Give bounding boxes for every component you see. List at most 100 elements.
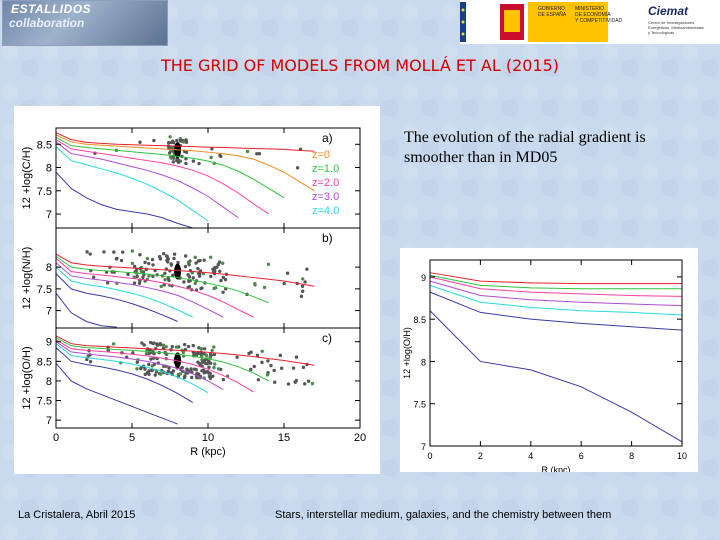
panel-oh-series-z20 — [55, 339, 254, 393]
panel-right-xtick-label: 0 — [427, 451, 432, 461]
panel-nh-obs-point — [169, 262, 173, 266]
panel-ch-series-z0 — [55, 132, 315, 152]
panel-nh-obs-point — [145, 256, 150, 261]
panel-right-ytick-label: 9 — [421, 273, 426, 283]
panel-nh-obs-point — [301, 277, 305, 281]
panel-nh-series-z60 — [55, 292, 117, 328]
panel-ch-obs-point — [184, 161, 188, 166]
gov-line2: DE ESPAÑA — [538, 12, 567, 18]
panel-nh-obs-point — [299, 294, 304, 299]
panel-nh-series-z20 — [55, 258, 254, 318]
panel-ch-series-z50 — [55, 171, 193, 229]
panel-right-series-z30 — [429, 280, 683, 307]
panel-nh-obs-point — [285, 271, 290, 275]
panel-oh-obs-point — [310, 381, 315, 386]
panel-nh-obs-point — [135, 274, 139, 279]
panel-nh-obs-point — [187, 285, 192, 289]
panel-ch-series-z40 — [55, 146, 209, 222]
panel-ch-legend-item: z=1.0 — [312, 163, 339, 175]
panel-right-xtick-label: 4 — [528, 451, 533, 461]
panel-nh-obs-point — [147, 261, 151, 266]
panel-nh-obs-point — [219, 278, 223, 283]
panel-oh-obs-point — [286, 382, 291, 386]
panel-nh-ytick-label: 7 — [46, 306, 52, 318]
panel-nh-obs-point — [161, 251, 166, 256]
panel-oh-obs-point — [196, 372, 201, 376]
panel-nh-obs-point — [218, 269, 222, 273]
panel-nh-obs-point — [221, 290, 225, 294]
panel-oh-obs-point — [111, 342, 116, 346]
panel-nh-obs-point — [102, 250, 106, 254]
logo-line1: ESTALLIDOS — [11, 2, 92, 16]
panel-nh-obs-point — [221, 275, 225, 280]
min-line3: Y COMPETITIVIDAD — [575, 18, 623, 24]
panel-oh-obs-point — [190, 375, 194, 380]
panel-nh-solar-marker — [174, 263, 182, 280]
panel-ch-obs-point — [176, 158, 181, 162]
panel-ch-obs-point — [295, 166, 300, 170]
panel-oh-obs-point — [199, 352, 203, 356]
ciemat-sub-3: y Tecnológicas — [648, 30, 675, 35]
panel-ch-obs-point — [181, 140, 186, 144]
panel-nh-obs-point — [209, 274, 213, 279]
panel-oh-obs-point — [140, 341, 144, 345]
panel-nh-series-z50 — [55, 273, 178, 322]
panel-oh-obs-point — [205, 362, 209, 366]
panel-right-series-z60 — [429, 310, 683, 443]
oh-gradient-chart: 9 8.5 8 7.5 7 0 2 4 6 8 10 12 +log(O/H) R (kpc) — [400, 248, 698, 475]
panel-ch-obs-point — [184, 138, 188, 142]
panel-nh-series-z0 — [55, 253, 315, 287]
panel-oh-obs-point — [301, 365, 306, 370]
panel-oh-xlabel: R (kpc) — [190, 446, 225, 458]
panel-nh-obs-point — [130, 249, 135, 253]
panel-oh-obs-point — [235, 355, 239, 359]
panel-right-xtick-label: 10 — [677, 451, 687, 461]
panel-oh-obs-point — [171, 369, 176, 373]
ministry-text-2: MINISTERIO DE ECONOMÍA Y COMPETITIVIDAD — [575, 6, 622, 24]
panel-nh-frame — [55, 227, 361, 329]
panel-oh-xtick-label: 20 — [354, 432, 366, 444]
panel-nh-obs-point — [301, 289, 305, 293]
panel-nh-series-z40 — [55, 266, 194, 318]
panel-oh-ytick-label: 9 — [46, 337, 52, 349]
footer-conference-title: Stars, interstellar medium, galaxies, an… — [275, 509, 612, 521]
panel-oh-obs-point — [273, 380, 277, 384]
panel-oh-obs-point — [185, 368, 190, 372]
panel-oh-obs-point — [294, 355, 299, 359]
panel-oh-obs-point — [202, 347, 207, 351]
ministry-ciemat-logos: GOBIERNO DE ESPAÑA MINISTERIO DE ECONOMÍ… — [460, 0, 720, 44]
panel-ch-ytick-label: 7 — [46, 209, 52, 221]
panel-nh-obs-point — [188, 269, 193, 273]
panel-ch-legend-item: z=3.0 — [312, 191, 339, 203]
panel-right-xtick-label: 2 — [478, 451, 483, 461]
ciemat-sub-1: Centro de Investigaciones — [648, 20, 695, 25]
panel-nh-ytick-label: 7.5 — [37, 284, 52, 296]
footer-location-date: La Cristalera, Abril 2015 — [18, 509, 136, 521]
panel-oh-obs-point — [142, 343, 146, 347]
estallidos-logo: ESTALLIDOS collaboration — [2, 0, 168, 46]
panel-ch-series-z10 — [55, 136, 285, 199]
panel-oh-series-z50 — [55, 347, 194, 403]
panel-oh-obs-point — [212, 365, 216, 370]
panel-oh-obs-point — [150, 368, 154, 373]
panel-ch-series-z30 — [55, 141, 239, 219]
panel-oh-ytick-label: 7.5 — [37, 396, 52, 408]
panel-oh-series-z60 — [55, 362, 178, 425]
panel-nh-ylabel: 12 +log(N/H) — [21, 247, 33, 310]
panel-oh-obs-point — [208, 352, 213, 356]
panel-nh-obs-point — [197, 274, 202, 278]
panel-oh-obs-point — [145, 370, 150, 375]
panel-oh-obs-point — [212, 345, 216, 349]
panel-oh-obs-point — [249, 350, 253, 354]
panel-nh-obs-point — [182, 280, 186, 284]
panel-nh-obs-point — [126, 272, 130, 277]
panel-oh-obs-point — [170, 344, 174, 349]
panel-right-ytick-label: 7 — [421, 442, 426, 452]
panel-ch-obs-point — [191, 159, 196, 163]
panel-oh-obs-point — [206, 371, 211, 375]
panel-oh-obs-point — [191, 343, 195, 348]
panel-nh-obs-point — [150, 257, 155, 262]
panel-nh-obs-point — [183, 254, 188, 258]
panel-nh-series-z30 — [55, 262, 224, 318]
panel-oh-obs-point — [303, 382, 307, 386]
